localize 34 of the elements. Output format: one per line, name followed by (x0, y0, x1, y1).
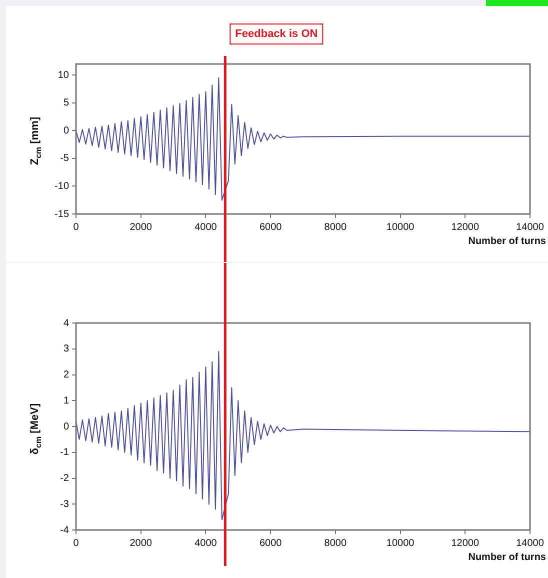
y-tick-label: -5 (60, 153, 70, 164)
x-tick-label: 4000 (194, 538, 218, 549)
ref-line-label: Feedback is ON (235, 28, 318, 40)
y-tick-label: 3 (63, 344, 70, 355)
y-tick-label: 5 (63, 98, 70, 109)
x-tick-label: 8000 (324, 538, 347, 549)
y-tick-label: 2 (63, 370, 70, 380)
x-tick-label: 8000 (324, 222, 347, 233)
x-tick-label: 12000 (451, 222, 480, 233)
x-axis-title: Number of turns (468, 236, 546, 247)
x-tick-label: 12000 (451, 538, 480, 549)
y-tick-label: -3 (60, 498, 70, 510)
x-tick-label: 14000 (516, 538, 544, 549)
y-tick-label: 10 (58, 70, 70, 81)
x-tick-label: 6000 (259, 538, 282, 549)
y-tick-label: -4 (60, 524, 70, 536)
x-tick-label: 10000 (386, 222, 415, 233)
x-tick-label: 2000 (130, 538, 152, 549)
x-tick-label: 2000 (130, 222, 152, 233)
y-tick-label: 0 (63, 125, 70, 136)
x-tick-label: 0 (73, 222, 80, 233)
y-tick-label: 1 (63, 395, 70, 406)
y-tick-label: -15 (54, 208, 70, 220)
y-tick-label: 0 (63, 421, 70, 432)
x-tick-label: 6000 (259, 222, 282, 233)
x-tick-label: 10000 (386, 538, 415, 549)
x-tick-label: 14000 (516, 222, 544, 233)
y-tick-label: 4 (63, 318, 70, 329)
y-tick-label: -2 (60, 473, 70, 484)
x-tick-label: 4000 (194, 222, 218, 233)
y-tick-label: -1 (60, 447, 70, 458)
x-axis-title: Number of turns (468, 552, 546, 563)
x-tick-label: 0 (73, 538, 80, 549)
y-tick-label: -10 (54, 180, 70, 192)
